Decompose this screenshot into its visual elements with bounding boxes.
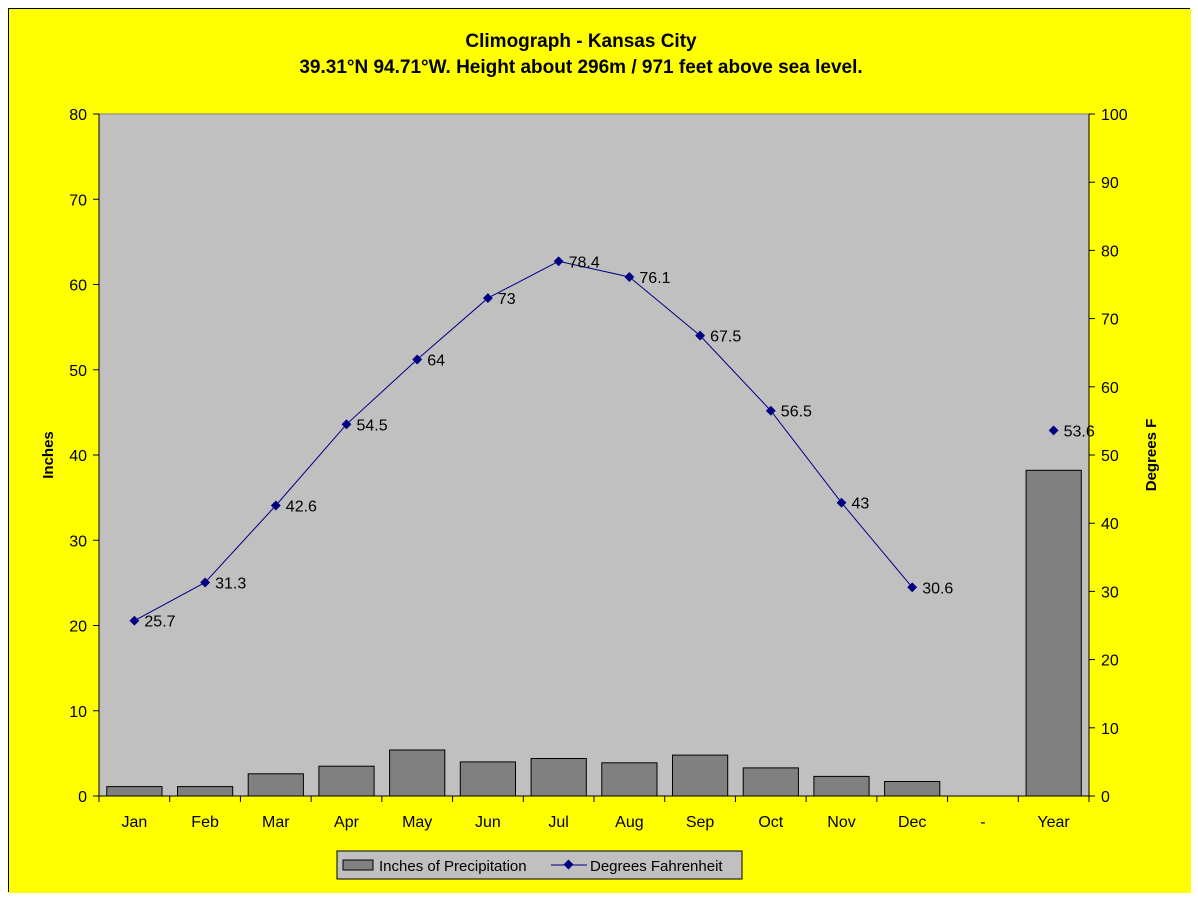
- x-tick-label: -: [980, 814, 985, 831]
- precipitation-bar-oct: [742, 767, 799, 797]
- y-tick-label-right: 80: [1101, 243, 1119, 260]
- x-tick-label: Aug: [615, 814, 643, 831]
- temperature-marker: [553, 256, 564, 267]
- legend: Inches of Precipitation Degrees Fahrenhe…: [336, 850, 743, 880]
- temperature-data-label: 76.1: [639, 270, 670, 287]
- x-tick-label: Nov: [827, 814, 855, 831]
- temperature-marker: [836, 497, 847, 508]
- temperature-data-label: 73: [498, 291, 516, 308]
- temperature-data-label: 78.4: [569, 254, 600, 271]
- y-tick-label-right: 20: [1101, 653, 1119, 670]
- y-tick-label-left: 60: [69, 278, 87, 295]
- x-tick-label: Jun: [475, 814, 501, 831]
- x-tick-label: Mar: [262, 814, 290, 831]
- temperature-marker: [695, 330, 706, 341]
- x-tick-label: Feb: [191, 814, 219, 831]
- legend-bar-swatch: [342, 859, 374, 871]
- precipitation-bar-may: [389, 749, 446, 797]
- y-tick-label-right: 90: [1101, 175, 1119, 192]
- chart-subtitle: 39.31°N 94.71°W. Height about 296m / 971…: [299, 57, 862, 78]
- y-tick-label-right: 10: [1101, 721, 1119, 738]
- temperature-data-label: 67.5: [710, 329, 741, 346]
- precipitation-bar-jul: [530, 758, 587, 797]
- temperature-data-label: 53.6: [1064, 423, 1095, 440]
- temperature-marker: [765, 405, 776, 416]
- y-tick-label-right: 0: [1101, 789, 1110, 806]
- climograph-chart: Climograph - Kansas City 39.31°N 94.71°W…: [9, 9, 1191, 893]
- x-tick-label: Sep: [686, 814, 715, 831]
- y-axis-right-title: Degrees F: [1143, 419, 1160, 492]
- temperature-data-label: 56.5: [781, 404, 812, 421]
- y-tick-label-left: 50: [69, 363, 87, 380]
- temperature-marker: [1048, 425, 1059, 436]
- temperature-data-label: 43: [852, 496, 870, 513]
- temperature-line-path: [134, 260, 913, 622]
- y-axis-left-title: Inches: [40, 431, 57, 479]
- y-tick-label-right: 60: [1101, 380, 1119, 397]
- precipitation-bar-mar: [247, 773, 304, 797]
- x-tick-label: Year: [1037, 814, 1070, 831]
- precipitation-bar-year: [1025, 469, 1082, 797]
- temperature-marker: [482, 293, 493, 304]
- precipitation-bar-apr: [318, 765, 375, 797]
- temperature-marker: [624, 272, 635, 282]
- x-tick-label: Jul: [548, 814, 568, 831]
- legend-box: [336, 850, 743, 880]
- temperature-data-label: 25.7: [144, 614, 175, 631]
- y-tick-label-left: 30: [69, 533, 87, 550]
- x-tick-label: Jan: [122, 814, 148, 831]
- y-tick-label-left: 40: [69, 448, 87, 465]
- precipitation-bar-feb: [177, 786, 234, 797]
- x-tick-label: Dec: [898, 814, 926, 831]
- chart-title: Climograph - Kansas City: [465, 31, 697, 52]
- y-tick-label-left: 80: [69, 107, 87, 124]
- legend-line-marker: [563, 859, 574, 870]
- precipitation-bar-nov: [813, 775, 870, 797]
- temperature-data-label: 31.3: [215, 576, 246, 593]
- y-tick-label-right: 40: [1101, 516, 1119, 533]
- precipitation-bar-dec: [884, 781, 941, 797]
- y-tick-label-right: 30: [1101, 584, 1119, 601]
- temperature-data-label: 42.6: [286, 499, 317, 516]
- temperature-data-label: 64: [427, 353, 445, 370]
- y-tick-label-right: 70: [1101, 312, 1119, 329]
- precipitation-bar-jun: [459, 761, 516, 797]
- temperature-line: 25.7 31.3 42.6 54.5 64 73 78.4 76.1 67.5 56.5 43 30…: [129, 254, 1095, 631]
- x-tick-label: Apr: [334, 814, 360, 831]
- y-tick-label-right: 50: [1101, 448, 1119, 465]
- x-tick-label: May: [402, 814, 432, 831]
- legend-label-precipitation: Inches of Precipitation: [379, 858, 527, 875]
- y-tick-label-left: 70: [69, 192, 87, 209]
- y-tick-label-left: 10: [69, 704, 87, 721]
- temperature-data-label: 54.5: [357, 417, 388, 434]
- precipitation-bar-sep: [672, 754, 729, 797]
- precipitation-bar-aug: [601, 762, 658, 797]
- x-tick-label: Oct: [758, 814, 783, 831]
- precipitation-bar-jan: [106, 786, 163, 797]
- temperature-marker: [907, 582, 918, 593]
- temperature-marker: [129, 615, 140, 626]
- chart-frame: Climograph - Kansas City 39.31°N 94.71°W…: [8, 8, 1191, 893]
- plot-area: [98, 113, 1090, 797]
- temperature-marker: [200, 577, 211, 588]
- axes: 0 10 20 30 40 50 60 70 80 0 10 20 30 40 50 60 70 80 90 100 J…: [69, 107, 1128, 831]
- y-tick-label-right: 100: [1101, 107, 1128, 124]
- y-tick-label-left: 0: [78, 789, 87, 806]
- temperature-marker: [270, 500, 281, 511]
- temperature-marker: [412, 354, 423, 365]
- legend-label-temperature: Degrees Fahrenheit: [590, 858, 723, 875]
- precipitation-bars: [106, 469, 1082, 797]
- y-tick-label-left: 20: [69, 619, 87, 636]
- temperature-marker: [341, 419, 352, 430]
- temperature-data-label: 30.6: [922, 580, 953, 597]
